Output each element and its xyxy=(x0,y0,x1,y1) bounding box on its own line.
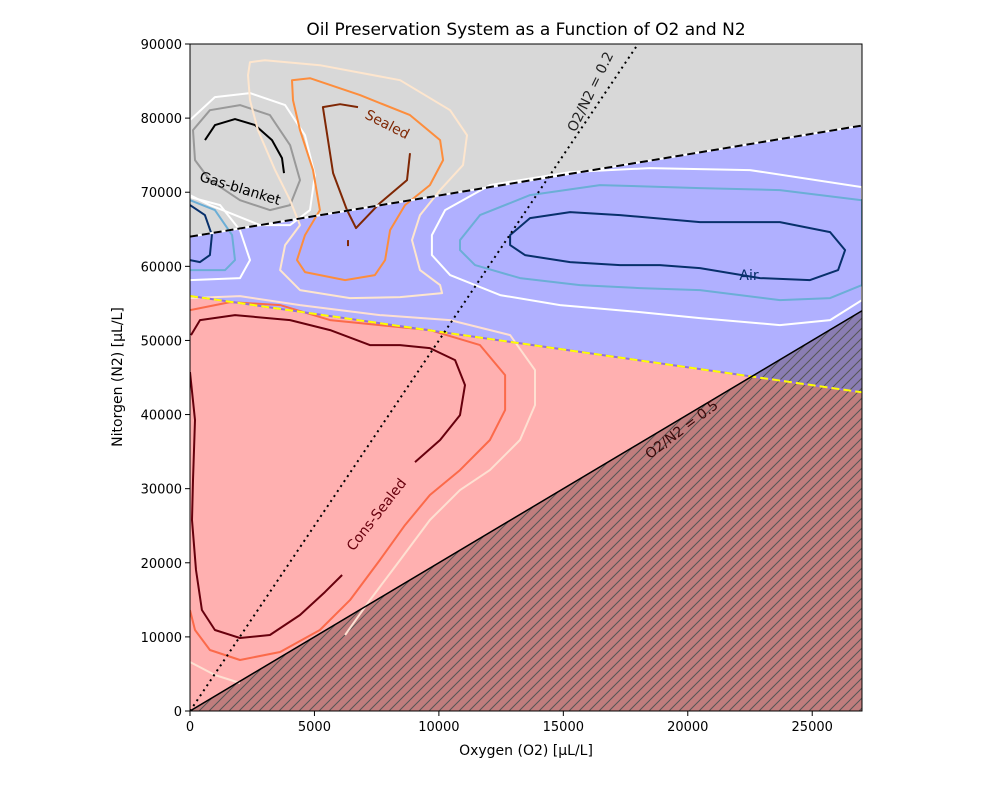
contour-line-cons-sealed xyxy=(190,295,536,636)
y-axis-label: Nitorgen (N2) [µL/L] xyxy=(110,307,126,447)
contour-line-gas-blanket xyxy=(204,118,285,174)
contour-line-air xyxy=(430,167,862,327)
y-tick-label: 40000 xyxy=(141,409,182,424)
y-tick-label: 70000 xyxy=(141,186,182,201)
region-air xyxy=(190,125,862,393)
boundary-lines xyxy=(190,44,862,711)
plot-frame xyxy=(189,43,863,712)
contour-line-air xyxy=(459,184,862,302)
y-tick-label: 20000 xyxy=(141,557,182,572)
chart-title: Oil Preservation System as a Function of… xyxy=(306,20,745,40)
x-axis-label: Oxygen (O2) [µL/L] xyxy=(459,743,593,759)
contour-line-gas-blanket xyxy=(192,104,301,212)
gas-air-boundary xyxy=(190,124,862,238)
contour-line-sealed xyxy=(291,77,445,282)
y-tick-label: 0 xyxy=(174,705,182,720)
x-tick-label: 15000 xyxy=(543,720,584,735)
contour-line-cons-sealed xyxy=(190,371,343,639)
x-tick-label: 20000 xyxy=(667,720,708,735)
y-tick-label: 50000 xyxy=(141,334,182,349)
contour-label-air: Air xyxy=(739,268,758,284)
x-tick-label: 25000 xyxy=(792,720,833,735)
ratio-0.2-line xyxy=(190,44,639,711)
contour-line-air xyxy=(190,196,251,282)
air-cons-boundary xyxy=(190,294,862,394)
contour-line-sealed xyxy=(247,59,468,300)
region-gas-blanket xyxy=(190,44,862,237)
contour-line-cons-sealed xyxy=(190,314,466,463)
y-tick-label: 90000 xyxy=(141,38,182,53)
x-tick-label: 10000 xyxy=(418,720,459,735)
contour-line-air xyxy=(509,211,847,282)
y-tick-label: 10000 xyxy=(141,631,182,646)
x-tick-label: 5000 xyxy=(298,720,331,735)
y-tick-label: 30000 xyxy=(141,483,182,498)
contour-line-air xyxy=(190,204,213,264)
x-tick-label: 0 xyxy=(186,720,194,735)
contours xyxy=(190,59,862,684)
y-tick-label: 60000 xyxy=(141,260,182,275)
contour-line-air xyxy=(190,199,236,272)
ratio-0.5-line xyxy=(190,310,862,711)
y-tick-label: 80000 xyxy=(141,112,182,127)
contour-line-cons-sealed xyxy=(190,301,507,661)
axes: 0 5000 10000 15000 20000 25000 0 10000 20000 3000… xyxy=(141,38,833,735)
